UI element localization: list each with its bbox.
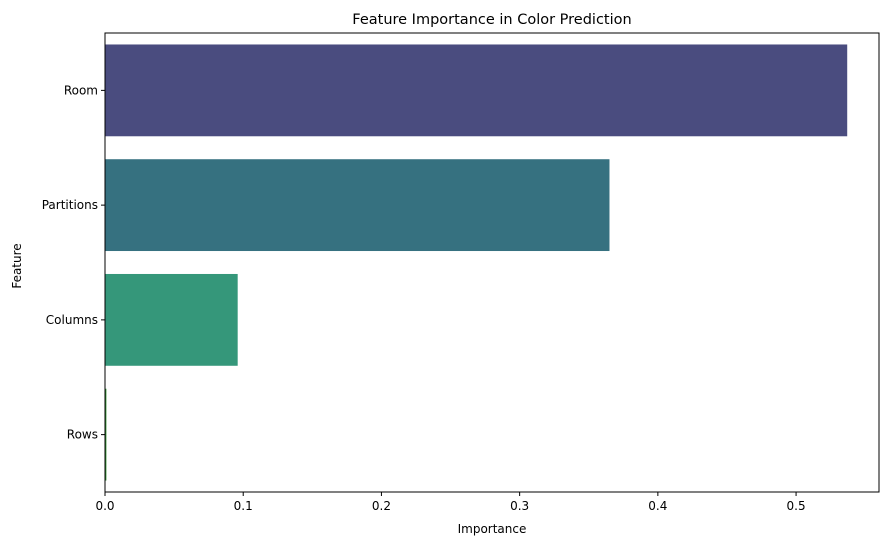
bar-columns bbox=[105, 273, 238, 366]
y-axis-title: Feature bbox=[10, 243, 24, 288]
bar-rows bbox=[105, 388, 107, 481]
y-tick-label: Columns bbox=[46, 313, 98, 327]
x-tick-label: 0.1 bbox=[234, 499, 253, 513]
x-tick-label: 0.4 bbox=[648, 499, 667, 513]
x-tick-label: 0.3 bbox=[510, 499, 529, 513]
plot-area: Room Partitions Columns Rows 0.0 0.1 0.2 0.3 0.4… bbox=[42, 32, 880, 513]
y-tick-label: Partitions bbox=[42, 198, 98, 212]
x-axis-title: Importance bbox=[458, 522, 527, 536]
y-tick-label: Rows bbox=[67, 428, 98, 442]
x-tick-label: 0.2 bbox=[372, 499, 391, 513]
plot-frame bbox=[104, 32, 880, 493]
x-tick-label: 0.0 bbox=[95, 499, 114, 513]
bar-partitions bbox=[105, 159, 610, 252]
bar-room bbox=[105, 44, 848, 137]
y-tick-label: Room bbox=[64, 83, 98, 97]
x-tick-label: 0.5 bbox=[787, 499, 806, 513]
chart-title: Feature Importance in Color Prediction bbox=[352, 12, 631, 28]
